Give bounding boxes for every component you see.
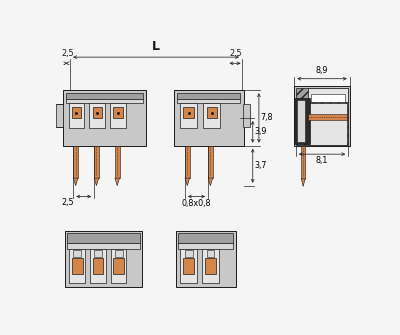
Bar xyxy=(67,243,140,249)
Bar xyxy=(115,146,120,178)
Bar xyxy=(308,103,347,145)
Bar xyxy=(208,146,213,178)
Bar xyxy=(70,249,85,283)
Bar xyxy=(202,249,219,283)
Bar xyxy=(94,146,99,178)
Bar xyxy=(180,103,197,128)
Bar xyxy=(92,258,103,273)
Text: 8,9: 8,9 xyxy=(316,66,328,75)
Bar xyxy=(206,250,214,257)
Bar xyxy=(69,103,84,128)
Bar xyxy=(72,258,82,273)
Text: L: L xyxy=(152,40,160,53)
Bar xyxy=(177,99,240,103)
Text: 8,1: 8,1 xyxy=(316,156,328,165)
Polygon shape xyxy=(73,178,78,186)
Text: 3,7: 3,7 xyxy=(254,161,267,170)
Bar xyxy=(72,107,81,118)
Polygon shape xyxy=(94,178,99,186)
Bar xyxy=(205,258,216,273)
Bar xyxy=(113,107,123,118)
Bar xyxy=(73,250,81,257)
Bar xyxy=(184,107,194,118)
Bar xyxy=(178,233,234,243)
Text: 7,8: 7,8 xyxy=(260,114,273,123)
Bar xyxy=(111,249,126,283)
Bar xyxy=(66,92,143,99)
Bar xyxy=(311,94,345,105)
Text: 3,9: 3,9 xyxy=(254,127,267,136)
Bar xyxy=(67,233,140,243)
Bar xyxy=(243,104,250,127)
Bar xyxy=(177,92,240,99)
Text: 2,5: 2,5 xyxy=(61,198,74,207)
Bar xyxy=(294,86,350,146)
Polygon shape xyxy=(301,179,305,187)
Bar xyxy=(66,99,143,103)
Bar xyxy=(308,88,348,145)
Bar xyxy=(110,103,126,128)
Polygon shape xyxy=(185,178,190,186)
Bar xyxy=(115,250,123,257)
Bar xyxy=(185,146,190,178)
Bar xyxy=(185,250,193,257)
Bar xyxy=(178,243,234,249)
Bar xyxy=(94,250,102,257)
Bar xyxy=(204,103,220,128)
Bar xyxy=(308,114,347,120)
Bar xyxy=(56,104,63,127)
Bar xyxy=(296,88,348,102)
Bar xyxy=(90,103,105,128)
Polygon shape xyxy=(115,178,120,186)
Bar xyxy=(176,231,236,287)
Bar xyxy=(296,102,348,145)
Polygon shape xyxy=(208,178,213,186)
Bar xyxy=(92,107,102,118)
Bar xyxy=(298,100,305,142)
Text: 2,5: 2,5 xyxy=(61,50,74,58)
Bar xyxy=(62,90,146,146)
Bar xyxy=(180,249,197,283)
Bar xyxy=(65,231,142,287)
Bar xyxy=(90,249,106,283)
Bar xyxy=(294,98,310,144)
Bar xyxy=(174,90,244,146)
Text: 0,8x0,8: 0,8x0,8 xyxy=(182,199,211,208)
Bar xyxy=(113,258,124,273)
Bar xyxy=(206,107,217,118)
Bar xyxy=(73,146,78,178)
Bar xyxy=(301,146,305,179)
Bar xyxy=(184,258,194,273)
Text: 2,5: 2,5 xyxy=(230,50,242,58)
